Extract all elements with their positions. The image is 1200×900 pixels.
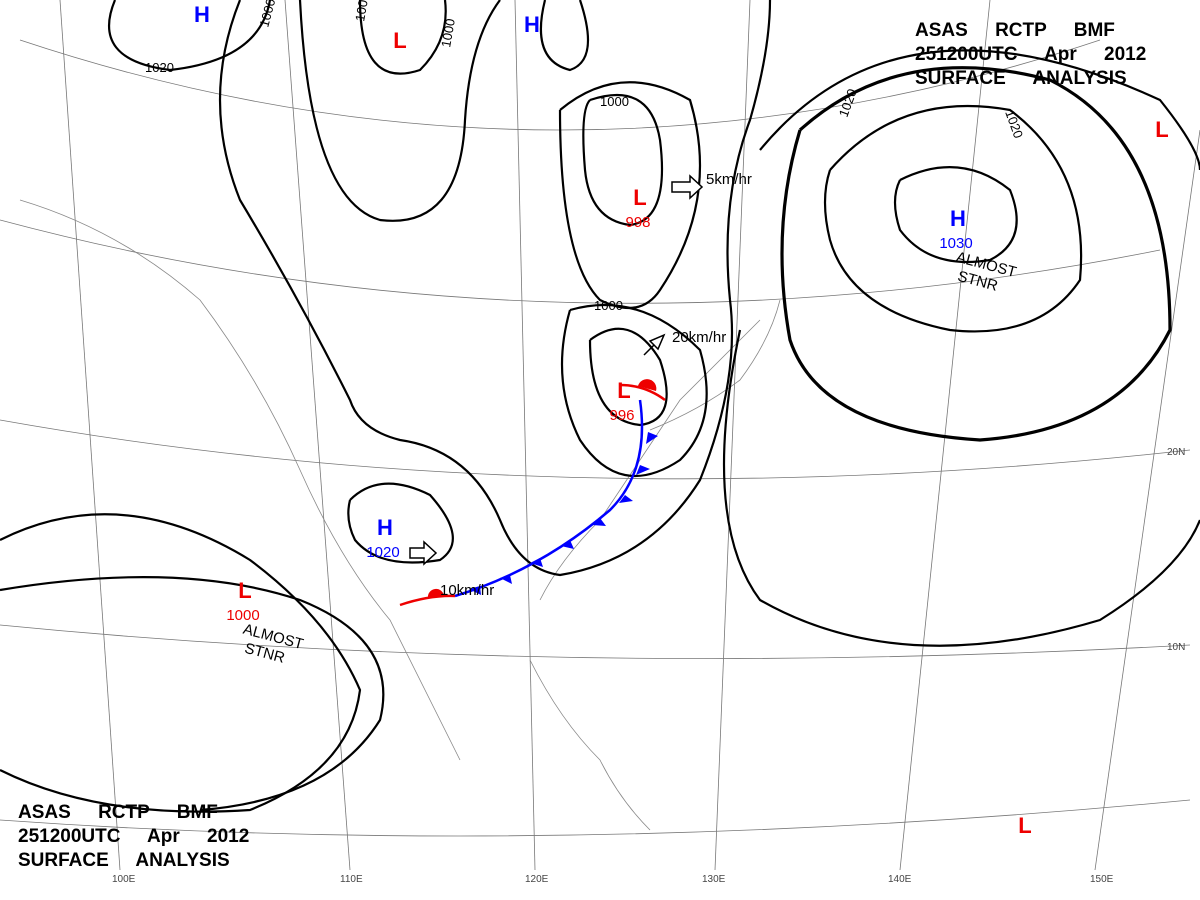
isobars	[0, 0, 1200, 813]
fronts	[399, 379, 666, 607]
motion-arrow	[671, 174, 704, 200]
longitude-label: 140E	[888, 874, 912, 885]
system-symbol: L	[238, 578, 251, 603]
warm-front	[619, 383, 666, 402]
coastline	[529, 659, 651, 831]
latitude-label: 10N	[1167, 642, 1185, 653]
system-symbol: L	[633, 185, 646, 210]
system-symbol: H	[950, 206, 966, 231]
motion-arrows	[409, 174, 704, 566]
coastlines	[19, 199, 781, 831]
isobar	[582, 93, 664, 227]
isobar	[588, 327, 668, 427]
system-pressure: 1030	[939, 235, 972, 252]
system-pressure: 998	[625, 214, 650, 231]
coastline	[19, 199, 461, 761]
header-line: 251200UTC Apr 2012	[915, 44, 1146, 65]
latitude-label: 20N	[1167, 447, 1185, 458]
system-pressure: 1020	[366, 544, 399, 561]
isobar	[893, 166, 1018, 264]
isobar	[107, 0, 272, 72]
longitude-label: 100E	[112, 874, 136, 885]
meridian	[284, 0, 351, 871]
isobar-label: 1020	[145, 60, 174, 75]
isobar-label: 1000	[594, 298, 623, 313]
isobar-label: 1000	[352, 0, 372, 23]
system-pressure: 1000	[226, 607, 259, 624]
isobar-label: 1000	[600, 94, 629, 109]
system-symbol: L	[617, 378, 630, 403]
longitude-label: 120E	[525, 874, 549, 885]
system-symbol: H	[377, 515, 393, 540]
isobar	[347, 482, 454, 564]
system-symbol: H	[524, 12, 540, 37]
header-line: 251200UTC Apr 2012	[18, 826, 249, 847]
motion-label: 10km/hr	[440, 582, 494, 599]
system-symbol: H	[194, 2, 210, 27]
isobar	[722, 329, 1200, 647]
isobar	[0, 513, 362, 813]
coastline	[649, 299, 781, 431]
parallel	[0, 799, 1191, 837]
header-line: SURFACE ANALYSIS	[18, 850, 230, 871]
system-symbol: L	[1018, 813, 1031, 838]
meridian	[514, 0, 536, 871]
isobar	[539, 0, 590, 72]
meridian	[899, 0, 991, 871]
motion-label: 20km/hr	[672, 329, 726, 346]
isobar	[759, 49, 1200, 171]
parallel	[0, 419, 1191, 480]
parallel	[0, 624, 1191, 659]
isobar	[780, 66, 1172, 442]
front-symbol	[427, 588, 444, 598]
isobar	[0, 576, 385, 812]
isobar	[823, 104, 1083, 333]
system-symbol: L	[393, 28, 406, 53]
header-line: ASAS RCTP BMF	[915, 20, 1115, 41]
longitude-label: 110E	[340, 874, 363, 885]
meridian	[1094, 129, 1200, 871]
coastline	[539, 319, 761, 601]
header-line: SURFACE ANALYSIS	[915, 68, 1127, 89]
isobar-label: 1000	[438, 17, 458, 48]
isobar	[298, 0, 501, 222]
system-symbol: L	[1155, 117, 1168, 142]
parallel	[0, 219, 1161, 304]
isobar	[560, 303, 708, 478]
isobar	[358, 0, 447, 75]
header-line: ASAS RCTP BMF	[18, 802, 218, 823]
system-pressure: 996	[609, 407, 634, 424]
labels: ASAS RCTP BMF 251200UTC Apr 2012 SURFACE A…	[18, 0, 1185, 885]
motion-arrow	[409, 540, 438, 566]
longitude-label: 150E	[1090, 874, 1114, 885]
isobar	[558, 81, 702, 310]
motion-label: 5km/hr	[706, 171, 752, 188]
motion-arrow	[643, 333, 666, 356]
front-symbol	[638, 379, 657, 391]
meridian	[714, 0, 751, 871]
longitude-label: 130E	[702, 874, 726, 885]
